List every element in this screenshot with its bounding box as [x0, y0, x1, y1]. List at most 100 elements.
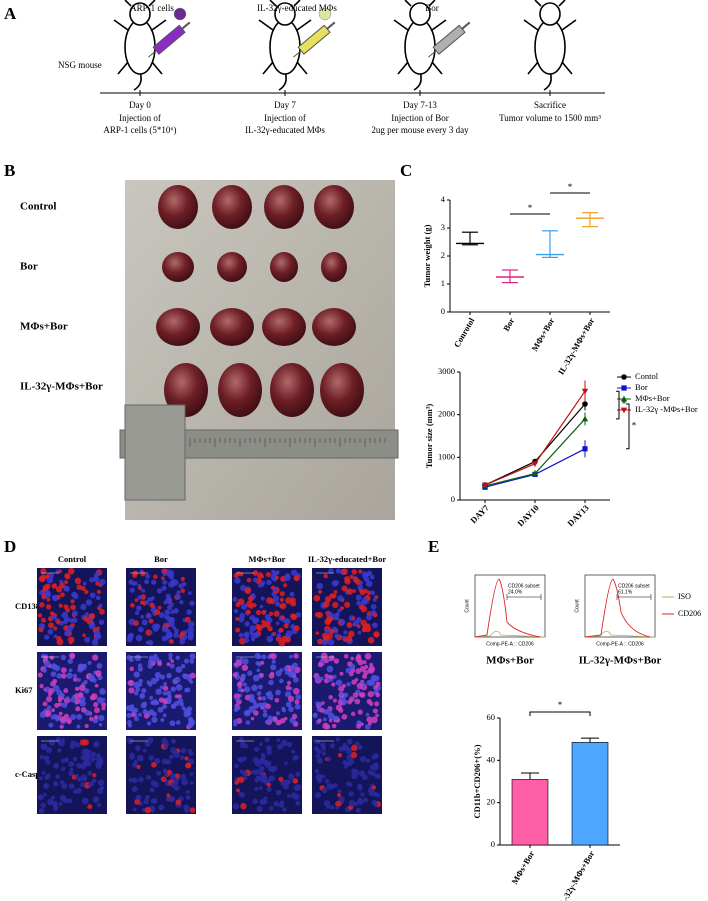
cell — [285, 701, 292, 708]
cell — [252, 602, 257, 608]
cell — [186, 706, 193, 712]
cell — [291, 713, 298, 719]
cell — [265, 703, 271, 710]
cell — [43, 792, 47, 797]
cell — [323, 573, 328, 579]
mouse-ears — [269, 0, 301, 7]
cell — [53, 634, 58, 639]
cell — [266, 786, 272, 792]
cell — [261, 754, 266, 759]
cell — [258, 786, 263, 790]
y-tick-label: 3000 — [438, 366, 455, 376]
cell — [63, 688, 69, 694]
significance-bracket — [616, 390, 620, 420]
tumor — [210, 308, 254, 346]
cell — [51, 795, 56, 800]
cell — [131, 786, 138, 793]
cell — [155, 700, 160, 706]
cell — [352, 769, 359, 776]
cell — [44, 634, 50, 640]
cell — [180, 664, 186, 669]
cell — [170, 781, 177, 789]
cell — [326, 665, 334, 673]
cell — [293, 625, 300, 632]
cell — [317, 777, 323, 783]
cell — [132, 807, 137, 812]
cell — [87, 749, 92, 754]
cell — [375, 692, 381, 698]
tumor — [312, 308, 356, 346]
cell — [261, 654, 267, 660]
cell — [291, 749, 296, 754]
cell — [149, 695, 154, 700]
cell — [181, 581, 187, 587]
cell — [96, 589, 102, 594]
cell — [147, 597, 151, 601]
cell — [189, 807, 196, 813]
cell — [98, 722, 103, 727]
cell — [326, 756, 332, 762]
cell — [186, 609, 192, 615]
cell — [244, 587, 252, 595]
cell — [43, 655, 48, 661]
cell — [142, 748, 147, 753]
syringe-plunger — [181, 21, 191, 30]
cell — [260, 574, 265, 579]
cell — [323, 600, 330, 608]
cell — [67, 658, 74, 664]
cell — [173, 700, 180, 707]
cell — [60, 592, 65, 598]
cell — [88, 674, 95, 681]
cell — [237, 777, 242, 782]
cell — [45, 591, 52, 598]
cell — [337, 793, 342, 798]
cell — [144, 600, 150, 605]
y-tick-label: 1 — [441, 278, 445, 288]
cell — [328, 655, 335, 661]
cell — [344, 578, 351, 585]
cell — [331, 580, 339, 587]
cell — [252, 577, 258, 583]
cell — [268, 679, 274, 686]
cell — [364, 653, 372, 660]
cell — [314, 769, 320, 774]
cell — [94, 707, 100, 714]
gate — [616, 594, 652, 600]
cell — [257, 702, 263, 708]
cell — [333, 716, 338, 721]
cell — [339, 671, 344, 676]
mouse-limb — [393, 19, 447, 91]
cell — [45, 695, 53, 703]
cell — [269, 653, 274, 659]
cell — [244, 621, 250, 627]
tumor — [164, 363, 208, 417]
cell — [293, 793, 300, 800]
cell — [241, 673, 246, 679]
cell — [87, 770, 93, 776]
cell — [93, 637, 98, 643]
cell — [165, 690, 172, 697]
cell — [49, 655, 54, 661]
cell — [162, 698, 169, 705]
cell — [236, 681, 243, 688]
cell — [292, 676, 299, 683]
cell — [95, 753, 101, 758]
cell — [366, 716, 373, 723]
cell — [335, 568, 341, 574]
cell — [367, 721, 373, 726]
cell — [279, 800, 285, 805]
cell — [146, 774, 152, 781]
cell — [181, 706, 186, 710]
cell — [290, 569, 298, 576]
cell — [263, 796, 268, 801]
marker — [620, 407, 628, 414]
cell — [60, 654, 67, 661]
cell — [357, 659, 364, 666]
cell — [254, 786, 259, 791]
y-axis-title: Tumor weight (g) — [422, 224, 432, 287]
cell — [138, 586, 142, 591]
cell — [257, 769, 264, 776]
cell — [266, 635, 274, 643]
cell — [343, 630, 348, 635]
cell — [239, 678, 245, 684]
